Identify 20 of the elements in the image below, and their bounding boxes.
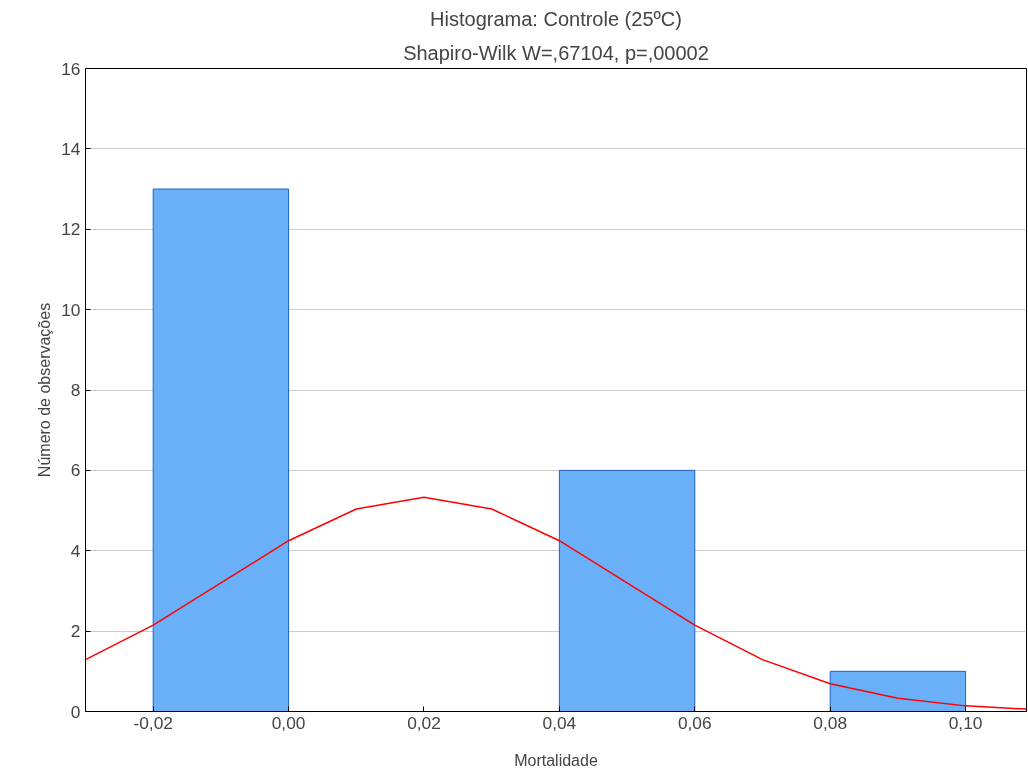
y-tick-label: 8 [70,380,81,400]
y-axis-title: Número de observações [36,302,54,478]
y-tick-label: 16 [61,58,81,79]
y-tick-label: 14 [61,138,81,159]
y-tick-label: 12 [61,219,81,240]
y-tick-label: 10 [61,299,81,320]
x-tick-label: 0,02 [407,712,441,733]
x-tick-label: 0,06 [677,712,712,733]
x-tick-label: 0,10 [948,712,983,733]
y-tick-label: 4 [70,540,81,561]
x-tick-label: -0,02 [133,712,173,733]
chart-subtitle: Shapiro-Wilk W=,67104, p=,00002 [403,41,709,64]
y-tick-label: 0 [70,701,81,722]
x-axis-title: Mortalidade [514,751,598,769]
y-tick-label: 2 [70,621,81,642]
x-tick-label: 0,08 [813,712,848,733]
chart-title: Histograma: Controle (25ºC) [430,7,682,30]
x-tick-label: 0,04 [542,712,577,733]
x-tick-label: 0,00 [271,712,306,733]
y-tick-label: 6 [70,460,81,481]
